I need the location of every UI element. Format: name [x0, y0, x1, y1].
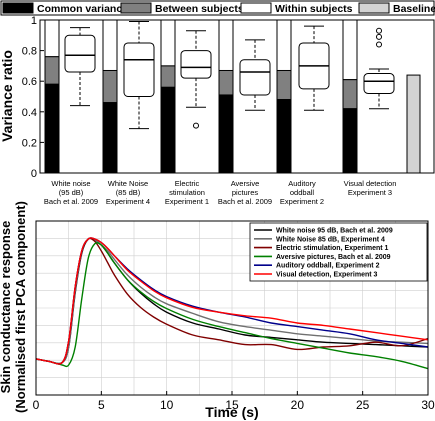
box-outlier-2-0	[193, 122, 199, 129]
bottom-series	[35, 237, 429, 370]
category-label-1-0: White Noise	[108, 179, 148, 188]
category-label-2-1: stimulation	[169, 188, 205, 197]
top-legend: Common variance Between subjects Within su…	[0, 0, 435, 16]
top-y-axis-label: Variance ratio	[0, 50, 15, 142]
top-y-tick-label-3: 0.6	[22, 76, 37, 88]
x-tick-label-2: 10	[160, 398, 174, 412]
bottom-legend-label-5: Visual detection, Experiment 3	[276, 272, 378, 279]
box-outlier-5-2	[376, 27, 382, 34]
between-bar-0	[44, 56, 60, 85]
box-outlier-5-0	[376, 41, 382, 48]
box-outlier-5-1	[376, 33, 382, 40]
within-bar-3	[218, 19, 234, 71]
within-bar-0	[44, 19, 60, 58]
legend-label-2: Within subjects	[275, 3, 353, 15]
bottom-legend-box	[249, 222, 428, 282]
category-label-3-1: pictures	[232, 188, 259, 197]
box-1	[123, 42, 155, 97]
x-tick-label-1: 5	[98, 398, 105, 412]
legend-swatch-2	[240, 2, 272, 14]
bottom-legend-label-2: Electric stimulation, Experiment 1	[276, 245, 389, 252]
category-label-0-1: (95 dB)	[59, 188, 84, 197]
category-label-3-0: Aversive	[231, 179, 260, 188]
within-bar-5	[342, 19, 358, 81]
common-bar-2	[160, 86, 176, 174]
x-tick-label-5: 25	[356, 398, 370, 412]
category-label-0-0: White noise	[51, 179, 90, 188]
between-bar-1	[102, 69, 118, 104]
between-bar-3	[218, 69, 234, 96]
top-y-tick-label-5: 1	[31, 15, 37, 27]
category-label-2-0: Electric	[175, 179, 200, 188]
legend-label-0: Common variance	[37, 3, 128, 15]
baseline-bar	[406, 74, 421, 174]
common-bar-0	[44, 83, 60, 174]
x-tick-label-6: 30	[421, 398, 435, 412]
category-label-0-2: Bach et al. 2009	[44, 197, 98, 206]
series-line-3	[35, 242, 429, 370]
top-plot-frame	[39, 19, 435, 174]
common-bar-5	[342, 108, 358, 174]
common-bar-3	[218, 94, 234, 174]
box-2	[180, 50, 212, 79]
box-3	[239, 59, 271, 96]
category-label-5-0: Visual detection	[344, 179, 397, 188]
category-label-2-2: Experiment 1	[165, 197, 209, 206]
top-y-tick-label-1: 0.2	[22, 137, 37, 149]
category-label-4-0: Auditory	[288, 179, 316, 188]
x-tick-label-3: 15	[225, 398, 239, 412]
top-y-tick-label-0: 0	[31, 168, 37, 180]
within-bar-2	[160, 19, 176, 67]
bottom-legend-label-0: White noise 95 dB, Bach et al. 2009	[276, 228, 393, 235]
common-bar-4	[276, 99, 292, 174]
bottom-legend: White noise 95 dB, Bach et al. 2009White…	[249, 222, 428, 282]
within-bar-1	[102, 19, 118, 71]
bottom-y-axis-label-line-1: Skin conductance response	[0, 221, 13, 394]
box-0	[64, 34, 96, 73]
bottom-y-axis-label-line-2: (Normalised first PCA component)	[13, 201, 28, 413]
category-label-3-2: Bach et al. 2009	[218, 197, 272, 206]
legend-swatch-1	[120, 2, 152, 14]
bottom-x-axis: 0 5 10 15 20 25 30	[33, 391, 435, 412]
category-label-1-1: (85 dB)	[116, 188, 141, 197]
x-tick-label-4: 20	[291, 398, 305, 412]
common-bar-1	[102, 102, 118, 174]
series-line-5	[35, 237, 429, 365]
between-bar-5	[342, 79, 358, 110]
top-y-tick-label-2: 0.4	[22, 107, 37, 119]
legend-swatch-0	[2, 2, 34, 14]
legend-swatch-3	[358, 2, 390, 14]
top-legend-box	[0, 0, 435, 16]
variance-ratio-panel: 00.20.40.60.81 White noise(95 dB)Bach et…	[0, 15, 435, 206]
bottom-legend-label-1: White Noise 85 dB, Experiment 4	[276, 236, 385, 243]
category-label-4-1: oddball	[290, 188, 315, 197]
top-marks	[44, 19, 421, 174]
legend-label-3: Baseline	[393, 3, 435, 15]
between-bar-4	[276, 69, 292, 101]
top-y-tick-label-4: 0.8	[22, 46, 37, 58]
bottom-legend-label-3: Aversive pictures, Bach et al. 2009	[276, 254, 391, 261]
category-label-4-2: Experiment 2	[280, 197, 324, 206]
bottom-x-axis-label: Time (s)	[205, 404, 258, 420]
between-bar-2	[160, 65, 176, 88]
scr-panel: 0 5 10 15 20 25 30 White noise 95 dB, Bach et …	[0, 201, 435, 420]
top-y-axis: 0 0.2 0.4 0.6 0.8 1	[22, 15, 44, 180]
legend-label-1: Between subjects	[155, 3, 244, 15]
category-label-5-1: Experiment 3	[348, 188, 392, 197]
bottom-legend-label-4: Auditory oddball, Experiment 2	[276, 263, 380, 270]
x-tick-label-0: 0	[33, 398, 40, 412]
top-category-labels: White noise(95 dB)Bach et al. 2009White …	[44, 179, 397, 206]
category-label-1-2: Experiment 4	[106, 197, 150, 206]
box-5	[363, 73, 395, 94]
within-bar-4	[276, 19, 292, 71]
